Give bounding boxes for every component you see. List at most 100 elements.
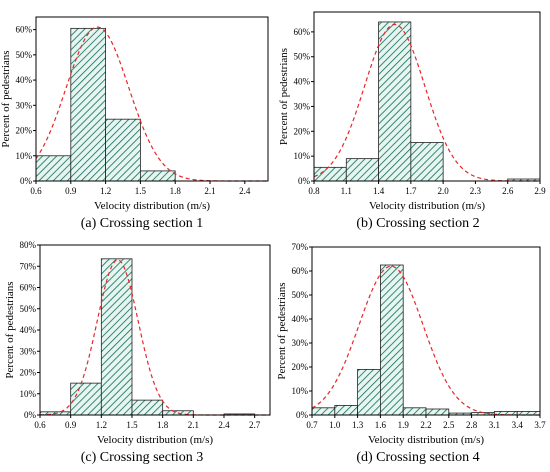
histogram-bar xyxy=(493,410,518,416)
histogram-bar xyxy=(402,407,427,416)
y-tick-label: 20% xyxy=(294,126,311,136)
panel-caption: (a) Crossing section 1 xyxy=(81,216,203,231)
x-tick-label: 0.9 xyxy=(65,420,77,430)
histogram-bar xyxy=(35,155,72,182)
x-tick-label: 0.8 xyxy=(308,186,320,196)
y-tick-label: 30% xyxy=(294,101,311,111)
chart-panel-4: 0.7 1.0 1.3 1.6 1.9 2.2 2.5 2.8 3.1 3.4 3.7 0% 10% 20… xyxy=(276,242,546,465)
y-tick-label: 10% xyxy=(292,386,309,396)
y-tick-label: 50% xyxy=(292,290,309,300)
y-tick-label: 0% xyxy=(20,176,33,186)
x-tick-label: 1.7 xyxy=(405,186,417,196)
x-tick-label: 2.6 xyxy=(502,186,514,196)
panel-caption: (d) Crossing section 4 xyxy=(356,450,479,465)
normal-fit-curve xyxy=(39,259,270,416)
x-tick-label: 2.0 xyxy=(438,186,450,196)
x-axis-title: Velocity distribution (m/s) xyxy=(94,200,210,212)
histogram-bar xyxy=(100,258,133,416)
histogram-bar xyxy=(313,166,347,182)
x-tick-label: 0.9 xyxy=(65,186,77,196)
y-axis-title: Percent of pedestrians xyxy=(0,50,12,147)
normal-fit-curve xyxy=(311,265,540,416)
y-tick-label: 70% xyxy=(292,242,309,252)
y-tick-label: 60% xyxy=(16,25,33,35)
y-tick-label: 50% xyxy=(20,304,37,314)
y-tick-label: 10% xyxy=(20,389,37,399)
y-tick-label: 60% xyxy=(20,283,37,293)
histogram-bar xyxy=(70,27,107,182)
histogram-bar xyxy=(410,142,444,182)
y-tick-label: 20% xyxy=(16,126,33,136)
y-tick-label: 50% xyxy=(16,50,33,60)
x-tick-label: 1.9 xyxy=(398,420,410,430)
plot-frame xyxy=(313,11,541,182)
x-tick-label: 3.1 xyxy=(489,420,500,430)
chart-panel-2: 0.8 1.1 1.4 1.7 2.0 2.3 2.6 2.9 0% 10% 20% 30% 40% 50… xyxy=(278,11,546,231)
x-tick-label: 1.6 xyxy=(375,420,387,430)
histogram-bar xyxy=(131,399,164,416)
y-tick-label: 20% xyxy=(292,362,309,372)
x-tick-label: 2.7 xyxy=(249,420,261,430)
panel-caption: (c) Crossing section 3 xyxy=(81,450,203,465)
y-tick-label: 70% xyxy=(20,261,37,271)
y-tick-label: 20% xyxy=(20,368,37,378)
x-tick-label: 1.2 xyxy=(96,420,107,430)
histogram-bar xyxy=(311,407,336,416)
x-tick-label: 2.2 xyxy=(420,420,431,430)
x-axis-title: Velocity distribution (m/s) xyxy=(369,200,485,212)
x-tick-label: 1.4 xyxy=(373,186,385,196)
x-tick-label: 2.9 xyxy=(534,186,546,196)
y-tick-label: 10% xyxy=(294,151,311,161)
x-tick-label: 3.7 xyxy=(534,420,546,430)
x-tick-label: 1.2 xyxy=(100,186,111,196)
chart-panel-3: 0.6 0.9 1.2 1.5 1.8 2.1 2.4 2.7 0% 10% 20% 30% 40% 50… xyxy=(4,240,271,465)
plot-frame xyxy=(311,246,541,416)
x-tick-label: 2.8 xyxy=(466,420,478,430)
panels: 0.6 0.9 1.2 1.5 1.8 2.1 2.4 0% 10% 20% 30% 40% 50% 60… xyxy=(0,11,546,465)
y-tick-label: 10% xyxy=(16,151,33,161)
y-tick-label: 60% xyxy=(294,27,311,37)
x-tick-label: 2.3 xyxy=(470,186,482,196)
histogram-bar xyxy=(379,264,404,416)
chart-panel-1: 0.6 0.9 1.2 1.5 1.8 2.1 2.4 0% 10% 20% 30% 40% 50% 60… xyxy=(0,16,269,231)
histogram-bar xyxy=(378,21,412,182)
panel-caption: (b) Crossing section 2 xyxy=(356,216,479,231)
histogram-bar xyxy=(334,404,358,416)
x-tick-label: 2.1 xyxy=(188,420,199,430)
y-tick-label: 80% xyxy=(20,240,37,250)
histogram-bar xyxy=(105,118,141,182)
x-axis-title: Velocity distribution (m/s) xyxy=(97,434,213,446)
x-tick-label: 2.4 xyxy=(239,186,251,196)
histogram-bar xyxy=(425,408,450,416)
x-tick-label: 0.6 xyxy=(30,186,42,196)
y-tick-label: 60% xyxy=(292,266,309,276)
histogram-bar xyxy=(345,158,379,182)
x-tick-label: 0.6 xyxy=(34,420,46,430)
y-tick-label: 30% xyxy=(292,338,309,348)
histogram-bar xyxy=(139,170,176,182)
x-tick-label: 1.5 xyxy=(135,186,147,196)
x-tick-label: 2.1 xyxy=(204,186,215,196)
y-tick-label: 0% xyxy=(298,176,311,186)
histogram-bar xyxy=(70,382,102,416)
y-tick-label: 0% xyxy=(296,410,309,420)
y-tick-label: 30% xyxy=(20,346,37,356)
x-tick-label: 2.4 xyxy=(218,420,230,430)
y-tick-label: 40% xyxy=(20,325,37,335)
y-tick-label: 40% xyxy=(292,314,309,324)
x-tick-label: 0.7 xyxy=(306,420,318,430)
x-axis-title: Velocity distribution (m/s) xyxy=(368,434,484,446)
y-tick-label: 40% xyxy=(294,77,311,87)
y-axis-title: Percent of pedestrians xyxy=(4,281,16,378)
y-axis-title: Percent of pedestrians xyxy=(278,48,290,145)
x-tick-label: 1.1 xyxy=(341,186,352,196)
x-tick-label: 3.4 xyxy=(512,420,524,430)
histogram-bar xyxy=(357,368,381,416)
y-axis-title: Percent of pedestrians xyxy=(276,282,288,379)
x-tick-label: 1.3 xyxy=(352,420,364,430)
y-tick-label: 30% xyxy=(16,100,33,110)
y-tick-label: 40% xyxy=(16,75,33,85)
x-tick-label: 1.5 xyxy=(126,420,138,430)
x-tick-label: 1.8 xyxy=(170,186,182,196)
